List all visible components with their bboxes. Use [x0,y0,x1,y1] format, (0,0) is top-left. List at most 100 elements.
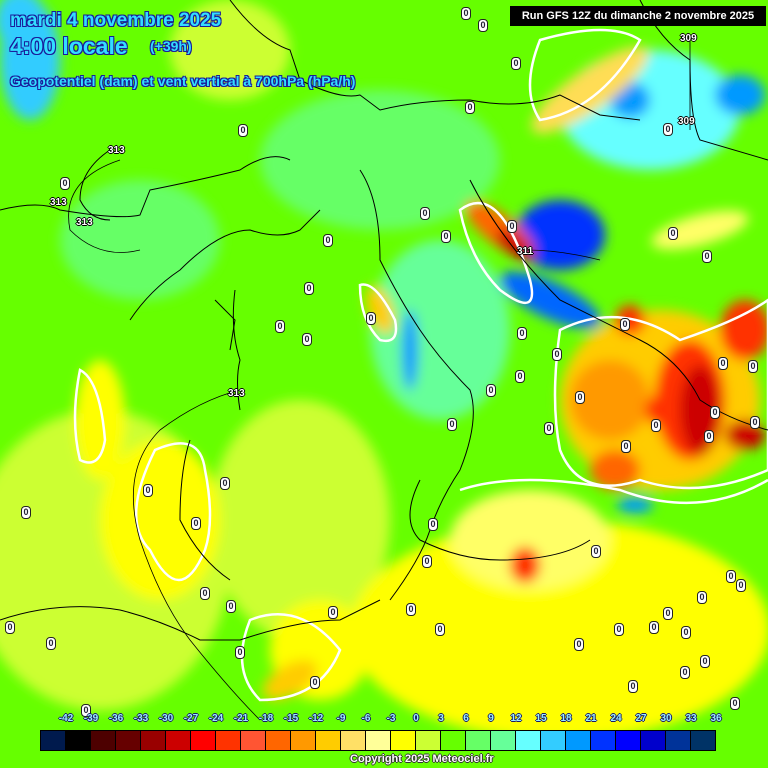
zero-contour-label: 0 [235,646,245,659]
zero-contour-label: 0 [718,357,728,370]
zero-contour-label: 0 [302,333,312,346]
color-scale-legend [40,730,716,751]
legend-tick: -42 [58,713,74,724]
legend-swatch [341,731,366,750]
legend-swatch [541,731,566,750]
legend-tick: -27 [183,713,199,724]
legend-swatch [491,731,516,750]
zero-contour-label: 0 [200,587,210,600]
legend-tick: 9 [488,713,494,724]
parameter-title: Geopotentiel (dam) et vent vertical à 70… [9,72,356,89]
legend-tick: -30 [158,713,174,724]
legend-swatch [391,731,416,750]
zero-contour-label: 0 [575,391,585,404]
legend-tick: 12 [510,713,522,724]
legend-swatch [241,731,266,750]
geopotential-label: 311 [517,246,534,257]
geopotential-label: 309 [680,33,697,44]
zero-contour-label: 0 [697,591,707,604]
zero-contour-label: 0 [515,370,525,383]
zero-contour-label: 0 [5,621,15,634]
legend-tick: 27 [635,713,647,724]
zero-contour-label: 0 [574,638,584,651]
zero-contour-label: 0 [726,570,736,583]
legend-swatch [266,731,291,750]
legend-tick: -6 [361,713,371,724]
geopotential-label: 309 [678,116,695,127]
legend-tick: -33 [133,713,149,724]
geopotential-label: 313 [228,388,245,399]
legend-swatch [66,731,91,750]
zero-contour-label: 0 [366,312,376,325]
zero-contour-label: 0 [310,676,320,689]
zero-contour-label: 0 [275,320,285,333]
legend-swatch [366,731,391,750]
zero-contour-label: 0 [736,579,746,592]
legend-swatch [441,731,466,750]
legend-tick: 6 [463,713,469,724]
zero-contour-label: 0 [435,623,445,636]
zero-contour-label: 0 [702,250,712,263]
legend-swatch [116,731,141,750]
zero-contour-label: 0 [748,360,758,373]
legend-swatch [91,731,116,750]
zero-contour-label: 0 [544,422,554,435]
legend-tick: -24 [208,713,224,724]
zero-contour-label: 0 [552,348,562,361]
zero-contour-label: 0 [710,406,720,419]
legend-swatch [466,731,491,750]
run-info-text: Run GFS 12Z du dimanche 2 novembre 2025 [521,10,755,22]
forecast-date: mardi 4 novembre 2025 [9,9,222,31]
zero-contour-label: 0 [704,430,714,443]
vertical-velocity-field [0,0,768,740]
legend-swatch [166,731,191,750]
zero-contour-label: 0 [649,621,659,634]
zero-contour-label: 0 [447,418,457,431]
zero-contour-label: 0 [507,220,517,233]
legend-tick: -12 [308,713,324,724]
legend-tick: 30 [660,713,672,724]
legend-swatch [566,731,591,750]
legend-swatch [191,731,216,750]
zero-contour-label: 0 [614,623,624,636]
zero-contour-label: 0 [238,124,248,137]
legend-tick: 33 [685,713,697,724]
zero-contour-label: 0 [428,518,438,531]
zero-contour-label: 0 [517,327,527,340]
legend-swatch [516,731,541,750]
zero-contour-label: 0 [478,19,488,32]
legend-tick: -3 [386,713,396,724]
zero-contour-label: 0 [328,606,338,619]
zero-contour-label: 0 [680,666,690,679]
zero-contour-label: 0 [628,680,638,693]
zero-contour-label: 0 [81,704,91,717]
legend-tick: 36 [710,713,722,724]
legend-tick: -36 [108,713,124,724]
legend-tick: -9 [336,713,346,724]
zero-contour-label: 0 [143,484,153,497]
zero-contour-label: 0 [406,603,416,616]
zero-contour-label: 0 [486,384,496,397]
zero-contour-label: 0 [668,227,678,240]
zero-contour-label: 0 [681,626,691,639]
legend-swatch [416,731,441,750]
legend-swatch [41,731,66,750]
forecast-step: (+39h) [149,37,192,54]
legend-swatch [591,731,616,750]
legend-tick: -15 [283,713,299,724]
zero-contour-label: 0 [304,282,314,295]
zero-contour-label: 0 [591,545,601,558]
zero-contour-label: 0 [191,517,201,530]
zero-contour-label: 0 [663,123,673,136]
forecast-time: 4:00 locale [9,32,128,59]
zero-contour-label: 0 [323,234,333,247]
legend-swatch [291,731,316,750]
legend-swatch [616,731,641,750]
legend-tick: 3 [438,713,444,724]
legend-tick: 15 [535,713,547,724]
legend-swatch [141,731,166,750]
zero-contour-label: 0 [226,600,236,613]
legend-swatch [666,731,691,750]
zero-contour-label: 0 [511,57,521,70]
